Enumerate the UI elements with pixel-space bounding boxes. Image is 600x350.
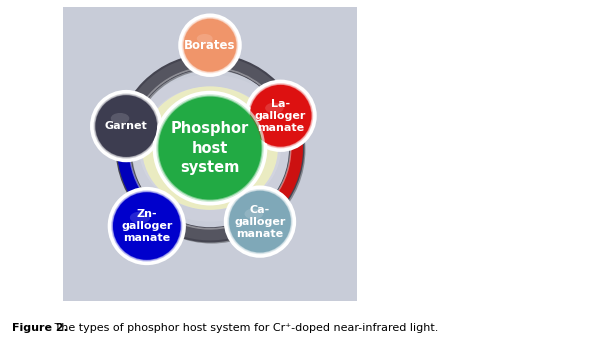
Text: Figure 2.: Figure 2. [12,323,68,333]
Ellipse shape [125,75,295,222]
FancyBboxPatch shape [57,1,363,307]
Circle shape [111,190,182,261]
Circle shape [116,195,184,263]
Circle shape [244,79,317,152]
Circle shape [94,93,159,159]
Circle shape [95,95,157,157]
Circle shape [152,91,268,205]
Ellipse shape [142,86,278,210]
Circle shape [107,187,186,265]
Circle shape [248,83,313,148]
Text: Zn-
galloger
manate: Zn- galloger manate [121,209,172,243]
Ellipse shape [139,86,281,210]
Circle shape [98,98,160,160]
Circle shape [253,88,314,149]
Text: Garnet: Garnet [105,121,148,131]
Ellipse shape [197,34,212,43]
Circle shape [158,97,262,200]
Circle shape [161,99,264,202]
Ellipse shape [130,212,150,224]
Circle shape [232,194,294,256]
Circle shape [187,22,239,75]
Circle shape [224,186,296,258]
Circle shape [156,94,264,202]
Text: Borates: Borates [184,39,236,52]
Circle shape [182,17,238,74]
Ellipse shape [265,103,284,113]
Ellipse shape [111,113,129,124]
Text: Ca-
galloger
manate: Ca- galloger manate [234,205,286,239]
Circle shape [184,19,236,72]
Circle shape [90,90,163,162]
Ellipse shape [179,122,241,175]
Ellipse shape [166,110,254,186]
Circle shape [113,192,181,260]
Ellipse shape [152,98,268,198]
Ellipse shape [168,110,252,186]
Ellipse shape [245,209,263,219]
Circle shape [229,191,291,252]
Text: The types of phosphor host system for Cr⁺-doped near-infrared light.: The types of phosphor host system for Cr… [51,323,439,333]
Ellipse shape [155,98,265,198]
Circle shape [227,189,293,254]
Circle shape [250,85,311,147]
Text: Phosphor
host
system: Phosphor host system [171,121,249,175]
Circle shape [178,13,242,77]
Text: La-
galloger
manate: La- galloger manate [255,99,306,133]
